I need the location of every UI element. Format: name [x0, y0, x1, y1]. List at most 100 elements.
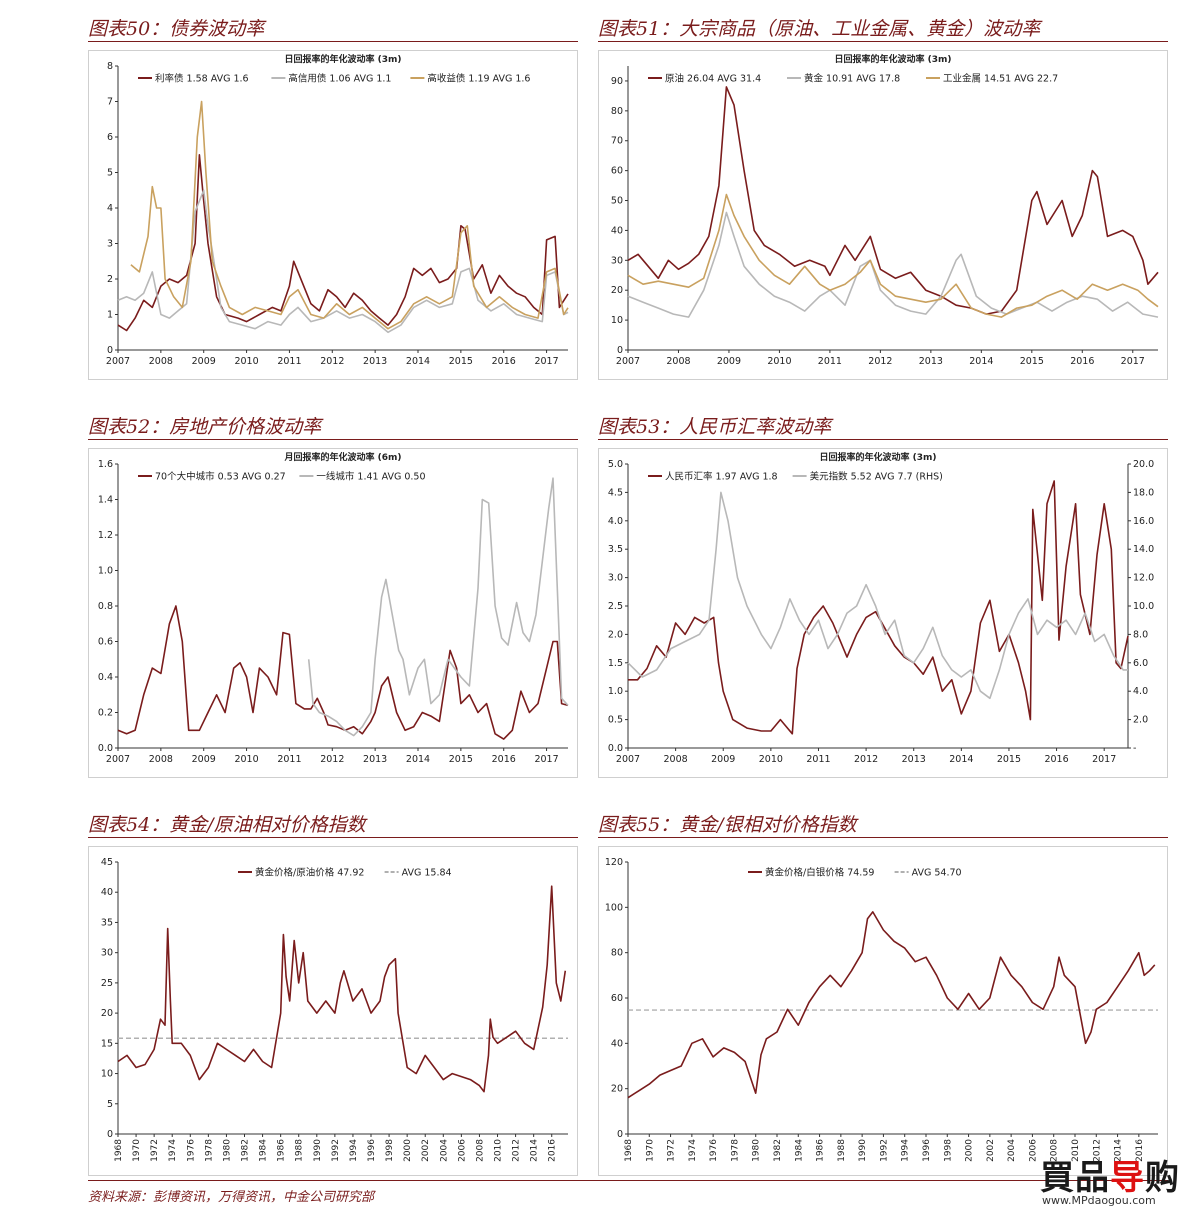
x-tick-label: 2007: [616, 356, 640, 367]
y-tick-label: 4: [107, 203, 113, 214]
x-tick-label: 2004: [1007, 1139, 1017, 1162]
x-tick-label: 1972: [150, 1139, 160, 1162]
y-tick-label: 20: [611, 1084, 623, 1095]
y2-tick-label: 4.0: [1133, 686, 1148, 697]
y-tick-label: 1.0: [608, 686, 623, 697]
x-tick-label: 1994: [349, 1139, 359, 1162]
x-tick-label: 2014: [406, 356, 430, 367]
x-tick-label: 2015: [997, 754, 1021, 765]
x-tick-label: 1992: [331, 1139, 341, 1162]
y2-tick-label: 8.0: [1133, 629, 1148, 640]
y-tick-label: 0: [617, 345, 623, 356]
legend-label: 一线城市 1.41 AVG 0.50: [316, 471, 425, 483]
chart-frame: [598, 846, 1168, 1176]
y-tick-label: 2.5: [608, 601, 623, 612]
x-tick-label: 1984: [259, 1139, 269, 1162]
x-tick-label: 2016: [548, 1139, 558, 1162]
y2-tick-label: 2.0: [1133, 715, 1148, 726]
y-tick-label: 0: [107, 1129, 113, 1140]
panel-53: 图表53：人民币汇率波动率 日回报率的年化波动率 (3m) 0.0 0.5 1.0 1.…: [598, 412, 1168, 778]
watermark-url: www.MPdaogou.com: [1042, 1194, 1156, 1207]
panel-title: 图表55：黄金/银相对价格指数: [598, 814, 857, 836]
series-line-0: [627, 86, 1159, 315]
bond-volatility-chart: 日回报率的年化波动率 (3m) 0 1 2 3 4 5 6 7 8 2007 2008 2009 2010…: [88, 50, 578, 380]
x-tick-label: 2010: [234, 356, 258, 367]
x-tick-label: 1974: [688, 1139, 698, 1162]
panel-title: 图表50：债券波动率: [88, 18, 265, 40]
x-tick-label: 2000: [403, 1139, 413, 1162]
x-tick-label: 2017: [1092, 754, 1116, 765]
x-tick-label: 1972: [667, 1139, 677, 1162]
x-tick-label: 2012: [868, 356, 892, 367]
x-tick-label: 2009: [717, 356, 741, 367]
y-tick-label: 80: [611, 106, 623, 117]
x-tick-label: 2008: [475, 1139, 485, 1162]
y2-tick-label: 16.0: [1133, 516, 1154, 527]
x-tick-label: 1986: [277, 1139, 287, 1162]
y-tick-label: 60: [611, 166, 623, 177]
y-tick-label: 4.0: [608, 516, 623, 527]
series-line-0: [117, 154, 569, 332]
y-tick-label: 3: [107, 239, 113, 250]
y-tick-label: 0.8: [98, 601, 113, 612]
x-tick-label: 2013: [363, 356, 387, 367]
y-tick-label: 0.5: [608, 715, 623, 726]
y-tick-label: 20: [611, 285, 623, 296]
x-tick-label: 1982: [773, 1139, 783, 1162]
panel-51: 图表51：大宗商品（原油、工业金属、黄金）波动率 日回报率的年化波动率 (3m)…: [598, 14, 1168, 380]
x-tick-label: 2009: [192, 356, 216, 367]
series-line-0: [117, 885, 567, 1093]
x-tick-label: 2012: [320, 356, 344, 367]
x-tick-label: 2014: [1114, 1139, 1124, 1162]
x-tick-label: 2016: [1070, 356, 1094, 367]
x-tick-label: 2008: [666, 356, 690, 367]
y-tick-label: 3.0: [608, 573, 623, 584]
panel-50: 图表50：债券波动率 日回报率的年化波动率 (3m) 0 1 2 3 4 5 6 7 8 2007 2…: [88, 14, 578, 380]
watermark-brand-a: 買品: [1040, 1158, 1110, 1198]
legend-label: 美元指数 5.52 AVG 7.7 (RHS): [810, 471, 943, 483]
commodity-volatility-chart: 日回报率的年化波动率 (3m) 0 10 20 30 40 50 60 70 80 90 2007 20…: [598, 50, 1168, 380]
gold-silver-ratio-chart: 0 20 40 60 80 100 120 1968 1970 1972 1974 1976 1978 1…: [598, 846, 1168, 1176]
series-line-2: [627, 193, 1159, 318]
y-tick-label: 0.2: [98, 708, 113, 719]
x-tick-label: 2012: [320, 754, 344, 765]
legend-label: 黄金价格/原油价格 47.92: [255, 867, 364, 879]
x-tick-label: 2011: [806, 754, 830, 765]
y-tick-label: 5.0: [608, 459, 623, 470]
x-tick-label: 2017: [1121, 356, 1145, 367]
x-tick-label: 2002: [421, 1139, 431, 1162]
legend-label: AVG 54.70: [912, 868, 962, 879]
y-tick-label: 1.5: [608, 658, 623, 669]
x-tick-label: 1982: [241, 1139, 251, 1162]
panel-title: 图表53：人民币汇率波动率: [598, 416, 832, 438]
legend-label: 黄金价格/白银价格 74.59: [765, 867, 874, 879]
x-tick-label: 2008: [149, 754, 173, 765]
y-tick-label: 1.2: [98, 530, 113, 541]
series-line-1: [307, 477, 569, 737]
x-tick-label: 2011: [277, 356, 301, 367]
y-tick-label: 40: [611, 225, 623, 236]
x-tick-label: 2007: [616, 754, 640, 765]
y-tick-label: 100: [605, 902, 623, 913]
y-tick-label: 30: [101, 948, 113, 959]
y-tick-label: 10: [101, 1069, 113, 1080]
x-tick-label: 2002: [986, 1139, 996, 1162]
y-tick-label: 20: [101, 1008, 113, 1019]
x-tick-label: 2010: [1071, 1139, 1081, 1162]
y2-tick-label: 14.0: [1133, 544, 1154, 555]
x-tick-label: 2009: [192, 754, 216, 765]
y-tick-label: 1.4: [98, 495, 113, 506]
y-tick-label: 1: [107, 310, 113, 321]
panel-54: 图表54：黄金/原油相对价格指数 0 5 10 15 20 25 30 35 40 45 1968 1…: [88, 810, 578, 1176]
y2-tick-label: 18.0: [1133, 487, 1154, 498]
y-tick-label: 0: [107, 345, 113, 356]
y-tick-label: 40: [611, 1038, 623, 1049]
legend-label: 黄金 10.91 AVG 17.8: [804, 73, 900, 85]
y-tick-label: 10: [611, 315, 623, 326]
legend-label: 利率债 1.58 AVG 1.6: [155, 73, 249, 85]
y2-tick-label: -: [1133, 743, 1136, 754]
chart-title: 日回报率的年化波动率 (3m): [834, 53, 951, 65]
chart-frame: [598, 50, 1168, 380]
panel-title: 图表51：大宗商品（原油、工业金属、黄金）波动率: [598, 18, 1041, 40]
y-tick-label: 50: [611, 196, 623, 207]
